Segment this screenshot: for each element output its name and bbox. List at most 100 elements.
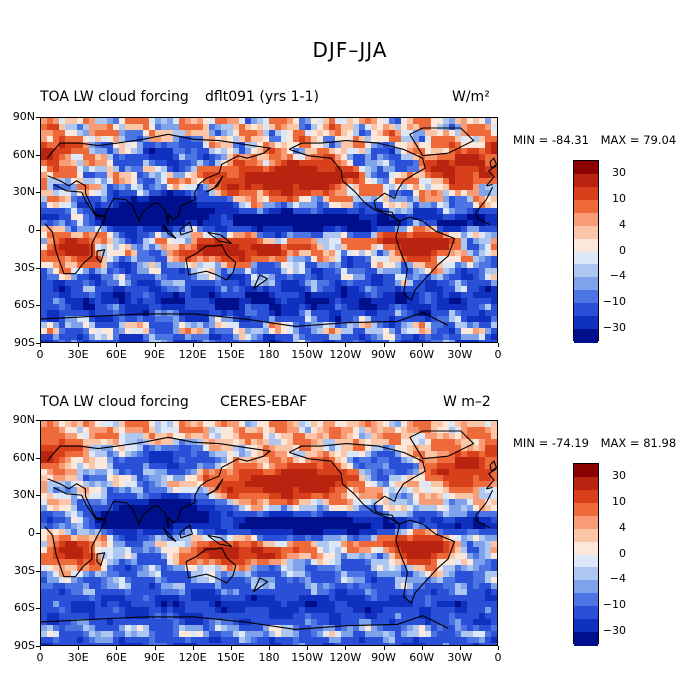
lon-tick-label: 60E	[105, 651, 127, 664]
colorbar-tick-label: −4	[609, 269, 626, 283]
colorbar-tick-label: 30	[612, 468, 626, 482]
lon-tick-label: 180	[258, 348, 280, 361]
panel-bottom-min-max: MIN = -74.19 MAX = 81.98	[513, 436, 676, 450]
colorbar-swatch	[574, 580, 598, 594]
lon-tick-mark	[230, 343, 232, 347]
lat-tick-label: 0	[28, 223, 35, 236]
lat-tick-mark	[36, 646, 40, 647]
lon-tick-label: 90W	[371, 651, 396, 664]
lon-tick-label: 150E	[216, 348, 245, 361]
panel-bottom-max: MAX = 81.98	[600, 436, 677, 450]
colorbar-swatch	[574, 264, 598, 278]
lon-tick-mark	[78, 646, 80, 650]
lon-tick-mark	[40, 343, 41, 347]
lat-tick-label: 30N	[12, 185, 35, 199]
colorbar-swatch	[574, 528, 598, 543]
panel-bottom-left-title: TOA LW cloud forcing	[40, 394, 189, 410]
colorbar-tick-label: 10	[612, 191, 626, 205]
colorbar-tick-label: 0	[619, 243, 626, 257]
lat-tick-mark	[36, 117, 40, 118]
lon-tick-mark	[154, 646, 156, 650]
lon-tick-label: 180	[258, 651, 280, 664]
colorbar-swatch	[574, 502, 598, 517]
lon-tick-mark	[307, 646, 309, 650]
field-cells	[41, 421, 497, 645]
colorbar-tick-label: −10	[602, 598, 626, 612]
lon-tick-mark	[40, 646, 41, 650]
colorbar-swatch	[574, 186, 598, 201]
lat-tick-mark	[36, 230, 40, 231]
lon-tick-label: 90E	[144, 348, 165, 361]
lat-tick-mark	[36, 343, 40, 344]
map-bottom	[40, 420, 498, 646]
lon-tick-label: 150W	[291, 651, 324, 664]
panel-top-min: MIN = -84.31	[513, 133, 589, 147]
colorbar-tick-label: 30	[612, 165, 626, 179]
lon-tick-mark	[269, 343, 270, 347]
lon-tick-mark	[345, 343, 347, 347]
colorbar-swatch	[574, 476, 598, 491]
lon-tick-mark	[459, 646, 461, 650]
figure-title: DJF–JJA	[312, 38, 388, 62]
colorbar-swatch	[574, 290, 598, 304]
lon-tick-label: 120W	[329, 348, 362, 361]
panel-bottom-unit: W m–2	[443, 394, 491, 410]
lat-tick-label: 30S	[14, 563, 35, 577]
lon-tick-label: 30W	[447, 348, 473, 361]
lat-tick-mark	[36, 533, 40, 534]
panel-top-max: MAX = 79.04	[600, 133, 677, 147]
lon-tick-label: 30E	[67, 651, 89, 664]
lat-tick-mark	[36, 608, 40, 610]
colorbar-tick-label: −30	[602, 624, 626, 638]
colorbar-swatch	[574, 515, 598, 530]
colorbar-swatch	[574, 567, 598, 581]
lon-tick-mark	[116, 646, 118, 650]
panel-top-min-max: MIN = -84.31 MAX = 79.04	[513, 133, 676, 147]
lon-tick-label: 0	[494, 348, 502, 361]
panel-bottom: TOA LW cloud forcing CERES-EBAF W m–2 MI…	[0, 388, 700, 688]
lat-tick-mark	[36, 570, 40, 572]
colorbar-tick-label: −30	[602, 321, 626, 335]
colorbar-tick-label: 10	[612, 494, 626, 508]
panel-top-center-title: dflt091 (yrs 1-1)	[205, 89, 319, 105]
lon-tick-mark	[116, 343, 118, 347]
panel-bottom-min: MIN = -74.19	[513, 436, 589, 450]
coastlines	[41, 127, 497, 327]
lat-tick-mark	[36, 305, 40, 307]
colorbar-tick-label: 4	[619, 217, 626, 231]
colorbar-swatch	[574, 632, 598, 646]
lon-tick-label: 90W	[371, 348, 396, 361]
colorbar-swatch	[574, 541, 598, 556]
lon-tick-mark	[498, 646, 499, 650]
panel-top-left-title: TOA LW cloud forcing	[40, 89, 189, 105]
lat-tick-mark	[36, 192, 40, 194]
map-top	[40, 117, 498, 343]
map-bottom-canvas	[41, 421, 497, 645]
lon-tick-mark	[383, 646, 385, 650]
lat-tick-label: 90N	[12, 413, 35, 426]
panel-top: TOA LW cloud forcing dflt091 (yrs 1-1) W…	[0, 85, 700, 385]
lat-tick-mark	[36, 154, 40, 156]
colorbar-swatch	[574, 238, 598, 253]
lon-tick-label: 60W	[409, 348, 435, 361]
lon-tick-label: 120E	[178, 651, 207, 664]
colorbar-swatch	[574, 593, 598, 607]
lon-tick-label: 120E	[178, 348, 207, 361]
lon-tick-mark	[383, 343, 385, 347]
lon-tick-label: 120W	[329, 651, 362, 664]
lon-tick-label: 90E	[144, 651, 165, 664]
colorbar-swatch	[574, 329, 598, 343]
colorbar-swatch	[574, 212, 598, 227]
lon-tick-label: 60E	[105, 348, 127, 361]
lon-tick-label: 30W	[447, 651, 473, 664]
colorbar-swatch	[574, 316, 598, 330]
lon-tick-mark	[192, 343, 194, 347]
colorbar-tick-label: −4	[609, 572, 626, 586]
colorbar-swatch	[574, 606, 598, 620]
lon-tick-mark	[78, 343, 80, 347]
colorbar-swatch	[574, 619, 598, 633]
lon-tick-label: 0	[36, 348, 44, 361]
lon-tick-mark	[269, 646, 270, 650]
lat-tick-mark	[36, 457, 40, 459]
lon-tick-mark	[345, 646, 347, 650]
